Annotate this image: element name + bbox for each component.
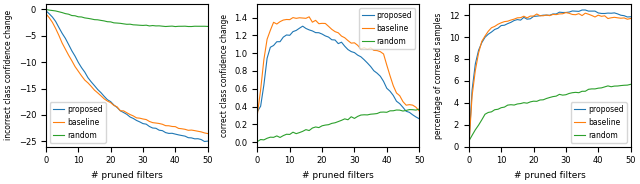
Y-axis label: percentage of corrected samples: percentage of corrected samples (434, 12, 443, 139)
Legend: proposed, baseline, random: proposed, baseline, random (570, 102, 627, 143)
Legend: proposed, baseline, random: proposed, baseline, random (359, 8, 415, 49)
X-axis label: # pruned filters: # pruned filters (91, 171, 163, 180)
Y-axis label: correct class confidence change: correct class confidence change (220, 14, 229, 137)
X-axis label: # pruned filters: # pruned filters (302, 171, 374, 180)
X-axis label: # pruned filters: # pruned filters (514, 171, 586, 180)
Y-axis label: incorrect class confidence change: incorrect class confidence change (4, 10, 13, 140)
Legend: proposed, baseline, random: proposed, baseline, random (50, 102, 106, 143)
